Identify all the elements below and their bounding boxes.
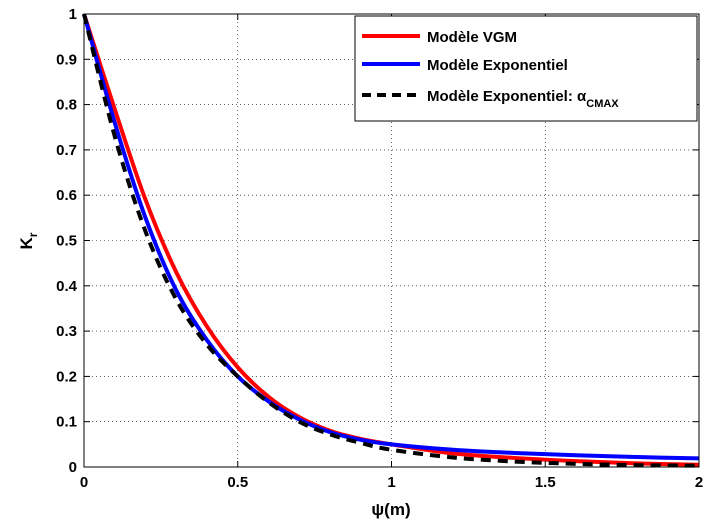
- legend-label-exponentiel-cmax-main: Modèle Exponentiel: α: [427, 88, 587, 105]
- legend: Modèle VGM Modèle Exponentiel Modèle Exp…: [354, 15, 698, 122]
- x-tick-label: 0: [80, 474, 88, 491]
- x-tick-label: 0.5: [227, 474, 248, 491]
- legend-label-exponentiel: Modèle Exponentiel: [427, 57, 568, 74]
- x-tick-label: 1.5: [535, 474, 556, 491]
- y-tick-label: 0.2: [56, 368, 77, 385]
- axis-tick-labels: 0 0.5 1 1.5 2 0 0.1 0.2 0.3 0.4 0.5 0.6 0.7 0.8 0.9 1: [56, 6, 703, 491]
- y-tick-label: 0.1: [56, 414, 77, 431]
- series-line-modele-exponentiel: [82, 13, 700, 461]
- legend-label-exponentiel-cmax: Modèle Exponentiel: αCMAX: [427, 88, 619, 110]
- legend-label-vgm: Modèle VGM: [427, 29, 517, 46]
- y-tick-label: 0.4: [56, 278, 78, 295]
- y-tick-label: 0.6: [56, 187, 77, 204]
- y-tick-label: 0.3: [56, 323, 77, 340]
- x-axis-label: ψ(m): [371, 500, 410, 519]
- y-tick-label: 0: [69, 459, 77, 476]
- x-tick-label: 1: [387, 474, 395, 491]
- legend-label-exponentiel-cmax-sub: CMAX: [586, 98, 619, 110]
- series-layer: [82, 13, 700, 468]
- y-tick-label: 0.7: [56, 142, 77, 159]
- y-axis-label: Kr: [17, 232, 40, 249]
- legend-box: [354, 15, 698, 122]
- series-line-modele-exponentiel-cmax: [82, 13, 700, 468]
- y-tick-label: 0.9: [56, 51, 77, 68]
- y-axis-label-sub: r: [26, 232, 40, 237]
- y-tick-label: 1: [69, 6, 77, 23]
- y-axis-label-main: K: [17, 236, 36, 249]
- x-tick-label: 2: [695, 474, 703, 491]
- y-tick-label: 0.5: [56, 233, 77, 250]
- y-tick-label: 0.8: [56, 97, 77, 114]
